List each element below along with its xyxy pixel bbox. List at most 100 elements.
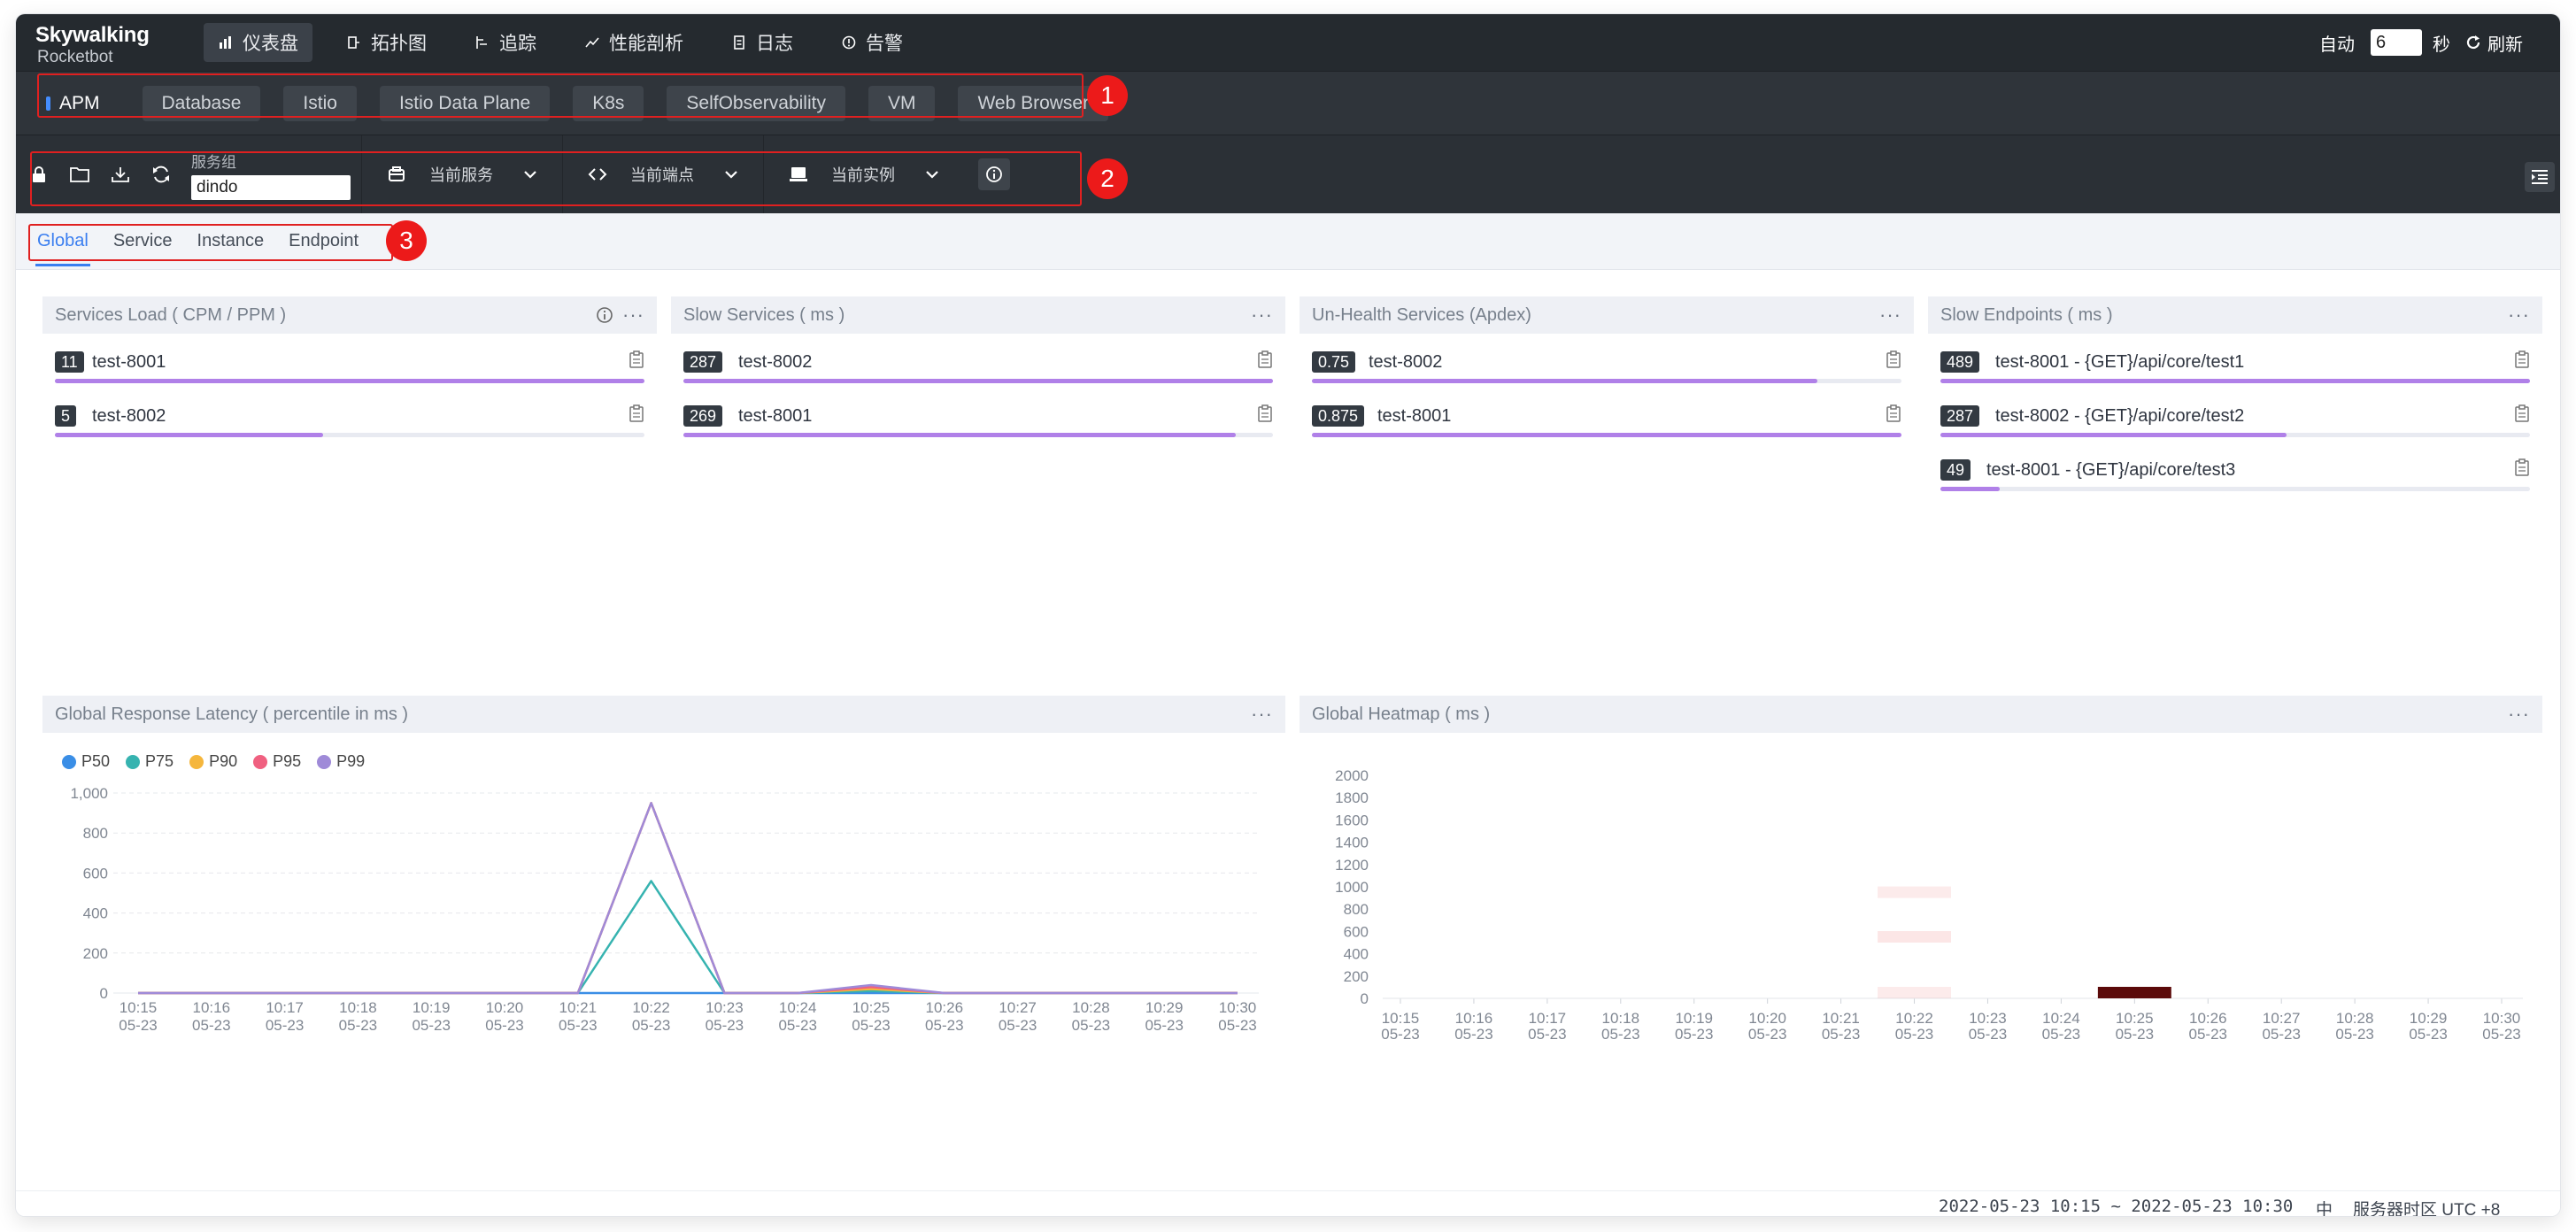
legend-item-p75[interactable]: P75 — [126, 752, 174, 771]
layer-k8s[interactable]: K8s — [573, 85, 644, 121]
copy-icon[interactable] — [1886, 404, 1901, 423]
service-icon — [389, 166, 405, 181]
legend-item-p95[interactable]: P95 — [253, 752, 301, 771]
logo[interactable]: Skywalking Rocketbot — [35, 14, 204, 71]
copy-icon[interactable] — [2514, 458, 2530, 477]
x-tick-label: 10:23 — [1969, 1010, 2007, 1027]
language-toggle[interactable]: 中 — [2316, 1201, 2333, 1216]
progress-bar — [1940, 433, 2530, 437]
info-icon[interactable] — [596, 306, 613, 324]
layer-vm[interactable]: VM — [868, 85, 936, 121]
list-item[interactable]: 0.75 test-8002 — [1312, 341, 1901, 395]
toggle-sidebar-button[interactable] — [2525, 162, 2555, 192]
service-selector[interactable]: 当前服务 — [361, 135, 562, 213]
progress-bar — [55, 379, 644, 383]
sync-button[interactable] — [145, 158, 177, 190]
tab-endpoint[interactable]: Endpoint — [289, 231, 359, 250]
list-item[interactable]: 0.875 test-8001 — [1312, 395, 1901, 449]
lock-icon — [33, 166, 45, 182]
service-group-input[interactable] — [191, 174, 351, 200]
endpoint-selector[interactable]: 当前端点 — [562, 135, 763, 213]
more-menu-icon[interactable]: ··· — [1251, 703, 1273, 725]
layer-label: VM — [887, 92, 916, 113]
x-tick-label: 10:22 — [632, 999, 670, 1016]
value-badge: 5 — [55, 405, 77, 427]
download-button[interactable] — [104, 158, 136, 190]
interval-input[interactable] — [2371, 29, 2422, 56]
x-tick-label: 05-23 — [192, 1017, 230, 1034]
value-badge: 0.75 — [1312, 351, 1356, 373]
more-menu-icon[interactable]: ··· — [622, 304, 644, 326]
copy-icon[interactable] — [2514, 350, 2530, 369]
chevron-down-icon — [524, 171, 536, 179]
lock-button[interactable] — [23, 158, 55, 190]
tab-service[interactable]: Service — [112, 231, 173, 250]
x-tick-label: 10:19 — [413, 999, 451, 1016]
more-menu-icon[interactable]: ··· — [2508, 304, 2530, 326]
layer-selfobservability[interactable]: SelfObservability — [667, 85, 845, 121]
alarm-icon — [842, 35, 856, 50]
list-item[interactable]: 11 test-8001 — [55, 341, 644, 395]
copy-icon[interactable] — [629, 404, 644, 423]
layer-istio[interactable]: Istio — [283, 85, 357, 121]
list-item[interactable]: 287 test-8002 — [683, 341, 1273, 395]
y-tick-label: 200 — [83, 945, 108, 962]
item-name: test-8001 — [738, 406, 813, 426]
open-folder-button[interactable] — [64, 158, 96, 190]
tab-instance[interactable]: Instance — [197, 231, 265, 250]
time-range[interactable]: 2022-05-23 10:15 ~ 2022-05-23 10:30 — [1939, 1197, 2294, 1216]
more-menu-icon[interactable]: ··· — [2508, 703, 2530, 725]
progress-bar — [683, 433, 1273, 437]
info-button[interactable] — [978, 158, 1010, 190]
copy-icon[interactable] — [1257, 350, 1273, 369]
copy-icon[interactable] — [1886, 350, 1901, 369]
value-badge: 489 — [1940, 351, 1980, 373]
x-tick-label: 10:28 — [1072, 999, 1110, 1016]
tab-global[interactable]: Global — [35, 213, 90, 270]
list-item[interactable]: 287 test-8002 - {GET}/api/core/test2 — [1940, 395, 2530, 449]
auto-refresh: 自动 秒 刷新 — [2319, 29, 2523, 56]
instance-selector[interactable]: 当前实例 — [763, 135, 964, 213]
widget-title: Slow Endpoints ( ms ) — [1940, 304, 2113, 325]
nav-log[interactable]: 日志 — [717, 23, 807, 62]
widget-title: Slow Services ( ms ) — [683, 304, 845, 325]
nav-profile[interactable]: 性能剖析 — [570, 23, 698, 62]
nav-alarm[interactable]: 告警 — [827, 23, 917, 62]
list-item[interactable]: 489 test-8001 - {GET}/api/core/test1 — [1940, 341, 2530, 395]
list-item[interactable]: 269 test-8001 — [683, 395, 1273, 449]
more-menu-icon[interactable]: ··· — [1251, 304, 1273, 326]
layer-database[interactable]: Database — [142, 85, 261, 121]
x-tick-label: 10:18 — [339, 999, 377, 1016]
x-tick-label: 05-23 — [1454, 1026, 1492, 1043]
copy-icon[interactable] — [629, 350, 644, 369]
nav-trace[interactable]: 追踪 — [460, 23, 551, 62]
layer-apm[interactable]: APM — [37, 86, 120, 121]
layer-istio-data-plane[interactable]: Istio Data Plane — [379, 85, 551, 121]
progress-fill — [1940, 433, 2287, 437]
widget-header: Slow Endpoints ( ms ) ··· — [1928, 296, 2542, 334]
list-item[interactable]: 49 test-8001 - {GET}/api/core/test3 — [1940, 449, 2530, 503]
x-tick-label: 10:18 — [1602, 1010, 1640, 1027]
legend-item-p50[interactable]: P50 — [62, 752, 110, 771]
copy-icon[interactable] — [1257, 404, 1273, 423]
legend-dot — [62, 754, 76, 769]
server-timezone: 服务器时区 UTC +8 — [2353, 1201, 2501, 1216]
y-tick-label: 1,000 — [70, 785, 108, 802]
service-selector-label: 当前服务 — [429, 166, 493, 184]
progress-bar — [55, 433, 644, 437]
annotation-badge-1: 1 — [1087, 75, 1128, 116]
main-nav: 仪表盘 拓扑图 追踪 性能剖析 日志 告警 — [204, 14, 937, 71]
nav-dashboard[interactable]: 仪表盘 — [204, 23, 312, 62]
legend-item-p99[interactable]: P99 — [317, 752, 365, 771]
x-tick-label: 05-23 — [1381, 1026, 1419, 1043]
copy-icon[interactable] — [2514, 404, 2530, 423]
slow-services-widget: Slow Services ( ms ) ··· 287 test-8002 2… — [671, 296, 1285, 449]
layer-label: Istio — [303, 92, 337, 113]
refresh-button[interactable]: 刷新 — [2464, 30, 2523, 56]
more-menu-icon[interactable]: ··· — [1879, 304, 1901, 326]
legend-item-p90[interactable]: P90 — [189, 752, 237, 771]
chart-legend: P50 P75 P90 P95 P99 — [62, 752, 1285, 771]
nav-topology[interactable]: 拓扑图 — [332, 23, 441, 62]
list-item[interactable]: 5 test-8002 — [55, 395, 644, 449]
progress-fill — [55, 433, 324, 437]
